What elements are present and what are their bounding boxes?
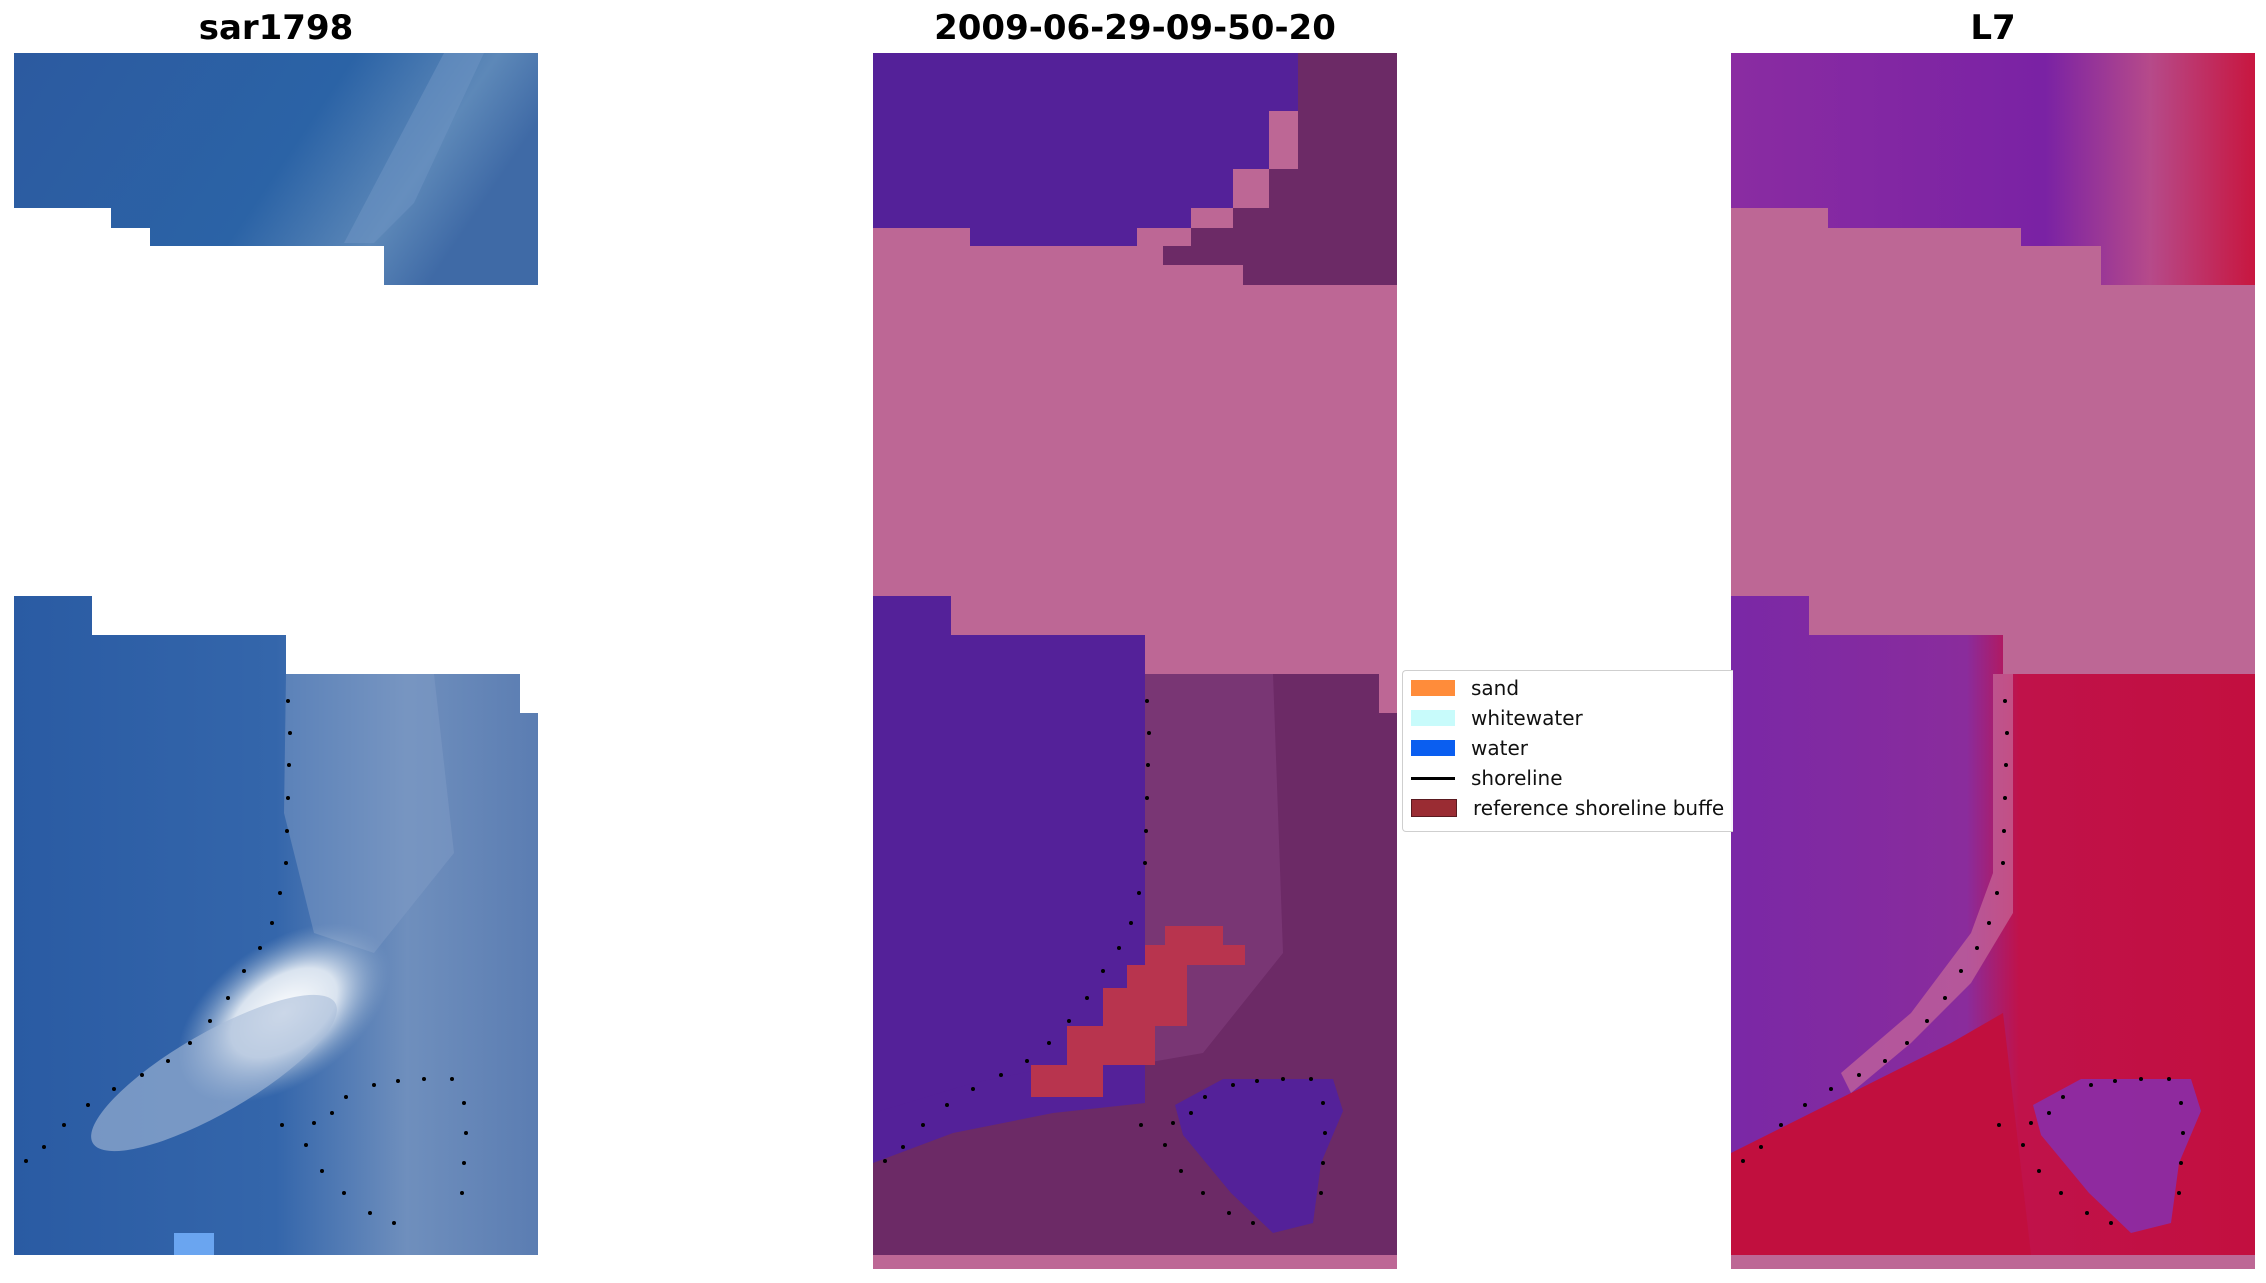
legend-label: sand (1471, 676, 1520, 700)
classification-image (873, 53, 1397, 1269)
rgb-image-panel (14, 53, 538, 1269)
sand-swatch (1411, 680, 1455, 696)
panel-title-index: L7 (1970, 8, 2016, 48)
shoreline-dots (1741, 699, 2185, 1225)
classification-panel (873, 53, 1397, 1269)
shoreline-dots (24, 699, 468, 1225)
shoreline-dots (883, 699, 1327, 1225)
index-panel (1731, 53, 2255, 1269)
legend-label: reference shoreline buffe (1473, 796, 1725, 820)
legend-item-sand: sand (1411, 673, 1519, 703)
legend-item-water: water (1411, 733, 1528, 763)
whitewater-swatch (1411, 710, 1455, 726)
water-swatch (1411, 740, 1455, 756)
panel-title-classification: 2009-06-29-09-50-20 (934, 8, 1336, 48)
legend-label: shoreline (1471, 766, 1563, 790)
shoreline-swatch (1411, 776, 1455, 780)
legend-label: whitewater (1471, 706, 1583, 730)
rgb-image (14, 53, 538, 1255)
legend-label: water (1471, 736, 1528, 760)
panel-title-rgb: sar1798 (198, 8, 354, 48)
legend-item-reference-buffer: reference shoreline buffe (1411, 793, 1724, 823)
legend: sand whitewater water shoreline referenc… (1402, 670, 1733, 832)
legend-item-shoreline: shoreline (1411, 763, 1563, 793)
buffer-swatch (1411, 799, 1457, 817)
legend-item-whitewater: whitewater (1411, 703, 1583, 733)
index-image (1731, 53, 2255, 1269)
